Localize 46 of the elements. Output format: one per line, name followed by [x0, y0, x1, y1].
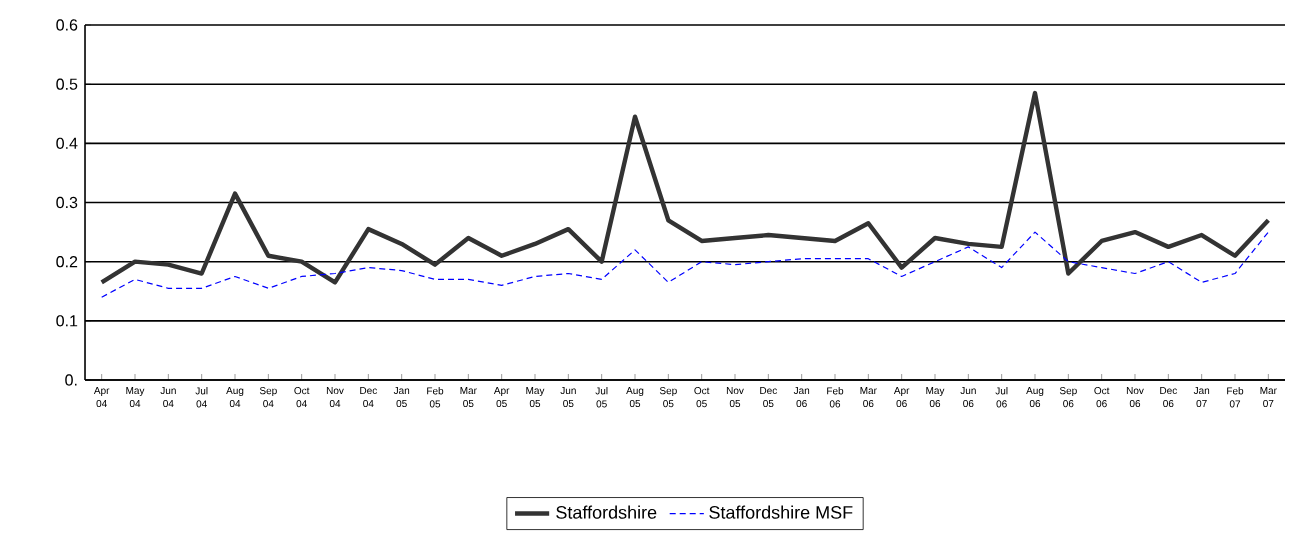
x-tick-label: Oct 04	[294, 387, 310, 408]
y-tick-label: 0.5	[56, 78, 78, 90]
x-tick-label: Jun 05	[560, 387, 576, 408]
x-tick-label: Feb 07	[1227, 387, 1244, 408]
legend-label: Staffordshire	[556, 505, 657, 519]
x-tick-label: Apr 04	[93, 387, 110, 408]
x-tick-label: Nov 06	[1126, 387, 1144, 408]
x-tick-label: Aug 06	[1026, 387, 1044, 408]
x-tick-label: Dec 04	[360, 387, 377, 408]
x-tick-label: Sep 05	[659, 387, 677, 408]
x-tick-label: Jan 07	[1193, 387, 1210, 408]
x-tick-label: Jul 06	[995, 387, 1008, 408]
x-tick-label: Sep 06	[1059, 387, 1077, 408]
x-tick-label: Mar 06	[860, 387, 877, 408]
x-tick-label: Dec 06	[1160, 387, 1177, 408]
y-tick-label: 0.6	[56, 19, 78, 31]
y-tick-label: 0.2	[56, 256, 78, 268]
x-tick-label: Jan 05	[393, 387, 410, 408]
x-tick-label: Mar 07	[1260, 387, 1277, 408]
y-tick-label: 0.3	[56, 196, 78, 209]
x-tick-label: Nov 05	[726, 387, 744, 408]
x-tick-label: Aug 04	[226, 387, 244, 408]
x-tick-label: Nov 04	[326, 387, 344, 408]
x-tick-label: Apr 05	[493, 387, 510, 408]
x-tick-label: Aug 05	[626, 387, 644, 408]
x-tick-label: May 06	[926, 387, 945, 408]
x-tick-label: Dec 05	[760, 387, 777, 408]
x-tick-label: Apr 06	[893, 387, 910, 408]
x-tick-label: Oct 06	[1094, 387, 1110, 408]
x-tick-label: May 05	[526, 387, 545, 408]
y-tick-label: 0.1	[56, 315, 78, 327]
x-tick-label: May 04	[126, 387, 145, 408]
x-tick-label: Jun 06	[960, 387, 976, 408]
legend-label: Staffordshire MSF	[709, 505, 853, 519]
y-tick-label: 0.	[65, 374, 77, 386]
x-tick-label: Jul 05	[595, 387, 608, 408]
x-tick-label: Feb 06	[827, 387, 844, 408]
x-tick-label: Jan 06	[793, 387, 810, 408]
x-tick-label: Feb 05	[427, 387, 444, 408]
x-tick-label: Oct 05	[694, 387, 710, 408]
x-tick-label: Mar 05	[460, 387, 477, 408]
x-tick-label: Sep 04	[259, 387, 277, 408]
x-tick-label: Jul 04	[195, 387, 208, 408]
y-tick-label: 0.4	[56, 137, 78, 150]
x-tick-label: Jun 04	[160, 387, 176, 408]
line-series	[99, 90, 1271, 285]
